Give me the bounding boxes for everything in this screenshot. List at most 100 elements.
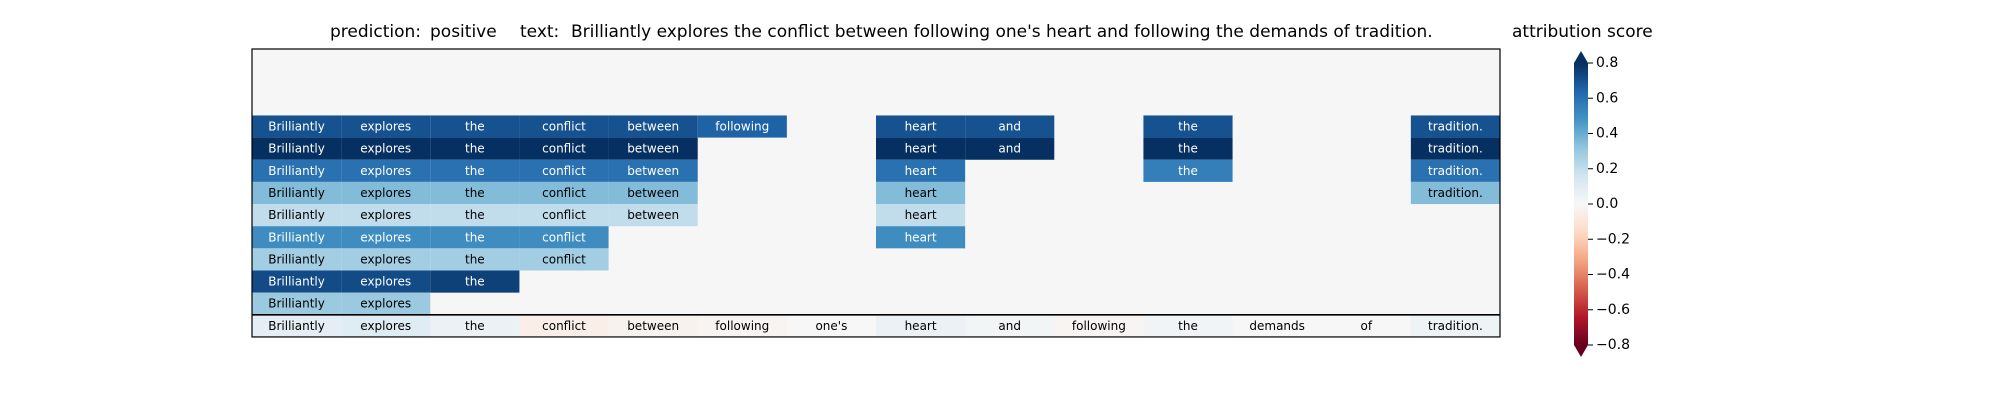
heatmap-cell: [1232, 314, 1322, 337]
heatmap-cell: [252, 292, 342, 315]
heatmap-cell: [252, 115, 342, 138]
heatmap-cell: [1143, 159, 1233, 182]
cell-token-label: one's: [815, 319, 847, 333]
colorbar-tick-label: 0.4: [1596, 126, 1618, 142]
heatmap-cell: [430, 181, 520, 205]
cell-token-label: the: [465, 142, 485, 156]
cell-token-label: Brilliantly: [268, 319, 325, 333]
heatmap-cell: [876, 181, 966, 205]
heatmap-cell: [876, 204, 966, 227]
heatmap-cell: [1143, 137, 1233, 160]
heatmap-cell: [965, 314, 1055, 337]
cell-token-label: conflict: [542, 120, 586, 134]
heatmap-cell: [341, 159, 431, 182]
heatmap-cell: [252, 204, 342, 227]
heatmap-cell: [341, 292, 431, 315]
heatmap-cell: [252, 248, 342, 271]
heatmap-cell: [430, 226, 520, 249]
heatmap-cell: [608, 115, 698, 138]
cell-token-label: tradition.: [1428, 120, 1483, 134]
heatmap-cell: [430, 270, 520, 293]
cell-token-label: conflict: [542, 186, 586, 200]
heatmap-cell: [252, 159, 342, 182]
heatmap-cell: [608, 137, 698, 160]
cell-token-label: conflict: [542, 230, 586, 244]
prediction-value: positive: [430, 22, 497, 42]
cell-token-label: heart: [905, 120, 937, 134]
heatmap-cell: [341, 137, 431, 160]
heatmap-cell: [965, 137, 1055, 160]
cell-token-label: Brilliantly: [268, 208, 325, 222]
heatmap-cell: [519, 248, 609, 271]
cell-token-label: Brilliantly: [268, 142, 325, 156]
colorbar-tick-label: 0.0: [1596, 196, 1618, 212]
heatmap-cell: [519, 226, 609, 249]
text-label: text:: [520, 22, 560, 42]
cell-token-label: Brilliantly: [268, 186, 325, 200]
cell-token-label: and: [998, 142, 1021, 156]
heatmap-cell: [341, 204, 431, 227]
cell-token-label: heart: [905, 208, 937, 222]
cell-token-label: the: [1178, 319, 1198, 333]
heatmap-cell: [341, 248, 431, 271]
cell-token-label: of: [1360, 319, 1372, 333]
cell-token-label: Brilliantly: [268, 275, 325, 289]
heatmap-cell: [430, 204, 520, 227]
heatmap-cell: [519, 137, 609, 160]
heatmap-cell: [876, 137, 966, 160]
cell-token-label: between: [627, 142, 679, 156]
cell-token-label: explores: [360, 186, 411, 200]
prediction-label: prediction:: [330, 22, 422, 42]
heatmap-cell: [519, 115, 609, 138]
cell-token-label: explores: [360, 230, 411, 244]
cell-token-label: following: [715, 120, 769, 134]
colorbar-tick-label: −0.8: [1596, 337, 1630, 353]
cell-token-label: tradition.: [1428, 319, 1483, 333]
cell-token-label: explores: [360, 275, 411, 289]
cell-token-label: the: [465, 319, 485, 333]
colorbar-min-extension: [1574, 345, 1588, 357]
colorbar-tick-label: −0.2: [1596, 231, 1630, 247]
cell-token-label: Brilliantly: [268, 164, 325, 178]
cell-token-label: following: [715, 319, 769, 333]
heatmap-cell: [1410, 181, 1500, 205]
cell-token-label: Brilliantly: [268, 252, 325, 266]
cell-token-label: heart: [905, 319, 937, 333]
cell-token-label: Brilliantly: [268, 120, 325, 134]
cell-token-label: between: [627, 208, 679, 222]
cell-token-label: the: [465, 275, 485, 289]
colorbar-title: attribution score: [1512, 22, 1653, 42]
cell-token-label: heart: [905, 164, 937, 178]
cell-token-label: the: [1178, 120, 1198, 134]
heatmap-cell: [965, 115, 1055, 138]
cell-token-label: heart: [905, 186, 937, 200]
cell-token-label: the: [465, 230, 485, 244]
heatmap-cell: [1321, 314, 1411, 337]
heatmap-cell: [876, 159, 966, 182]
heatmap-frame: [251, 48, 1501, 338]
heatmap-cell: [341, 181, 431, 205]
cell-token-label: demands: [1249, 319, 1305, 333]
cell-token-label: conflict: [542, 164, 586, 178]
cell-token-label: heart: [905, 230, 937, 244]
heatmap-cell: [252, 270, 342, 293]
colorbar-tick-label: 0.8: [1596, 55, 1618, 71]
heatmap-cell: [697, 314, 787, 337]
colorbar-tick-label: 0.2: [1596, 161, 1618, 177]
heatmap-cell: [430, 115, 520, 138]
heatmap-cell: [697, 115, 787, 138]
heatmap-cell: [430, 159, 520, 182]
heatmap-cell: [519, 181, 609, 205]
heatmap-cell: [608, 314, 698, 337]
cell-token-label: and: [998, 120, 1021, 134]
heatmap-cell: [1410, 115, 1500, 138]
heatmap-cell: [1143, 314, 1233, 337]
cell-token-label: explores: [360, 142, 411, 156]
cell-token-label: following: [1072, 319, 1126, 333]
heatmap-cell: [1410, 314, 1500, 337]
heatmap-cell: [341, 314, 431, 337]
heatmap-cell: [608, 181, 698, 205]
heatmap-cell: [786, 314, 876, 337]
cell-token-label: the: [1178, 164, 1198, 178]
cell-token-label: explores: [360, 208, 411, 222]
